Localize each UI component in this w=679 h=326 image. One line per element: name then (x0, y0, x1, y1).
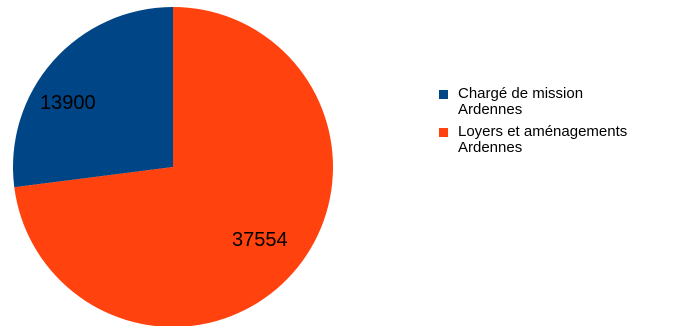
pie-slice-0 (12, 7, 173, 188)
legend-label-line2: Ardennes (458, 139, 523, 156)
legend-item-loyers-et-amenagements: Loyers et aménagements Ardennes (439, 124, 679, 156)
legend-label-line2: Ardennes (458, 101, 523, 118)
pie-slices (12, 7, 333, 326)
legend-item-charge-de-mission: Chargé de mission Ardennes (439, 86, 679, 118)
chart-legend: Chargé de mission Ardennes Loyers et amé… (439, 86, 679, 162)
data-label-loyers-et-amenagements: 37554 (232, 229, 288, 251)
data-label-charge-de-mission: 13900 (40, 92, 96, 114)
pie-data-labels: 13900 37554 (40, 92, 288, 251)
legend-label: Loyers et aménagements (458, 123, 628, 140)
pie-slice-1 (14, 7, 333, 326)
legend-label: Chargé de mission (458, 85, 584, 102)
legend-swatch-charge-de-mission (439, 90, 448, 99)
legend-swatch-loyers-et-amenagements (439, 128, 448, 137)
